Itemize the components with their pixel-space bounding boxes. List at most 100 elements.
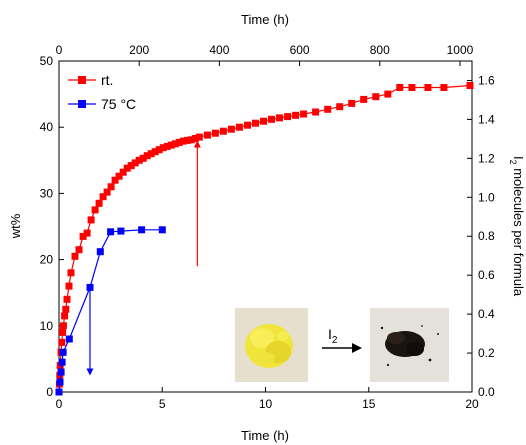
data-point	[466, 82, 474, 89]
right-axis-title-sub: 2	[508, 160, 518, 165]
right-axis-tick-label: 0.6	[478, 268, 495, 282]
bottom-axis-title: Time (h)	[241, 428, 289, 443]
top-axis-title: Time (h)	[241, 12, 289, 27]
data-point	[147, 150, 155, 158]
data-point	[440, 84, 448, 91]
bottom-axis-tick-label: 5	[159, 397, 166, 411]
data-point	[203, 131, 211, 139]
data-point	[91, 206, 99, 214]
data-point	[396, 84, 404, 91]
data-point	[167, 141, 175, 149]
top-axis-tick-label: 600	[290, 43, 310, 57]
axes-layer: 0 5 10 15 200 200 400 600 800 1000010203040500.00…	[40, 43, 495, 411]
legend: rt. 75 °C	[68, 72, 136, 112]
data-point	[67, 269, 75, 277]
data-point	[59, 348, 67, 356]
data-point	[79, 232, 87, 240]
data-point	[111, 176, 119, 184]
left-axis-tick-label: 10	[40, 319, 54, 333]
legend-label-rt: rt.	[101, 72, 113, 88]
data-point	[158, 226, 166, 234]
series-rt	[55, 82, 474, 396]
bottom-axis-tick-label: 20	[465, 397, 479, 411]
data-point	[159, 144, 167, 152]
data-point	[65, 335, 73, 343]
right-axis-title-rest: molecules per formula	[511, 165, 526, 297]
right-axis-title: I2 molecules per formula	[508, 156, 526, 297]
top-axis-tick-label: 800	[370, 43, 390, 57]
data-point	[127, 162, 135, 170]
series-75c	[55, 226, 166, 396]
right-axis-tick-label: 0.0	[478, 385, 495, 399]
annotation-layer	[86, 140, 201, 376]
data-point	[211, 129, 219, 137]
data-point	[227, 125, 235, 133]
data-point	[155, 146, 163, 154]
data-point	[103, 188, 111, 196]
data-point	[175, 138, 183, 146]
data-point	[360, 95, 368, 103]
right-axis-tick-label: 0.4	[478, 307, 495, 321]
inset-arrow-label-sub: 2	[332, 335, 338, 346]
data-point	[244, 121, 251, 129]
right-axis-title-main: I	[511, 156, 526, 160]
right-axis-tick-label: 1.0	[478, 190, 495, 204]
data-point	[143, 152, 151, 160]
data-point	[63, 295, 71, 303]
inset-arrow-label: I2	[328, 326, 338, 346]
data-point	[163, 142, 171, 150]
data-point	[56, 378, 64, 386]
inset: I2	[235, 308, 449, 382]
data-point	[75, 246, 83, 254]
annotation-arrowhead	[86, 368, 94, 376]
right-axis-tick-label: 1.6	[478, 73, 495, 87]
data-point	[96, 248, 104, 256]
data-point	[99, 193, 107, 201]
top-axis-tick-label: 200	[129, 43, 149, 57]
data-point	[276, 114, 283, 122]
data-point	[58, 358, 66, 366]
right-axis-tick-label: 0.2	[478, 346, 495, 360]
data-point	[235, 123, 243, 131]
top-axis-tick-label: 0	[56, 43, 63, 57]
right-axis-tick-label: 1.4	[478, 112, 495, 126]
left-axis-title: wt%	[8, 213, 23, 239]
data-point	[171, 140, 179, 148]
data-point	[191, 135, 199, 142]
black-powder-photo	[380, 325, 439, 367]
inset-arrow-label-main: I	[328, 326, 332, 342]
data-point	[83, 229, 91, 237]
legend-label-75c: 75 °C	[101, 96, 136, 112]
bottom-axis-tick-label: 0	[56, 397, 63, 411]
data-point	[151, 148, 159, 156]
data-point	[195, 133, 203, 141]
right-axis-tick-label: 0.8	[478, 229, 495, 243]
left-axis-tick-label: 20	[40, 253, 54, 267]
left-axis-tick-label: 0	[46, 385, 53, 399]
data-point	[252, 119, 259, 127]
left-axis-tick-label: 30	[40, 186, 54, 200]
data-point	[57, 368, 65, 376]
left-axis-tick-label: 40	[40, 120, 54, 134]
data-point	[62, 305, 70, 313]
left-axis-tick-label: 50	[40, 54, 54, 68]
data-point	[219, 127, 227, 135]
data-point	[123, 164, 131, 172]
data-point	[59, 322, 67, 330]
data-point	[312, 108, 320, 116]
data-point	[384, 90, 392, 98]
data-point	[59, 328, 67, 336]
inset-reaction-arrowhead	[352, 343, 362, 353]
yellow-powder-photo	[245, 324, 293, 368]
data-point	[135, 156, 143, 164]
data-point	[95, 199, 103, 207]
data-point	[139, 154, 147, 162]
data-point	[187, 136, 195, 144]
data-point	[107, 183, 115, 191]
data-point	[58, 338, 66, 346]
data-point	[260, 117, 267, 125]
top-axis-tick-label: 1000	[447, 43, 474, 57]
data-point	[348, 99, 356, 107]
series-layer	[55, 82, 474, 396]
data-point	[138, 226, 146, 234]
